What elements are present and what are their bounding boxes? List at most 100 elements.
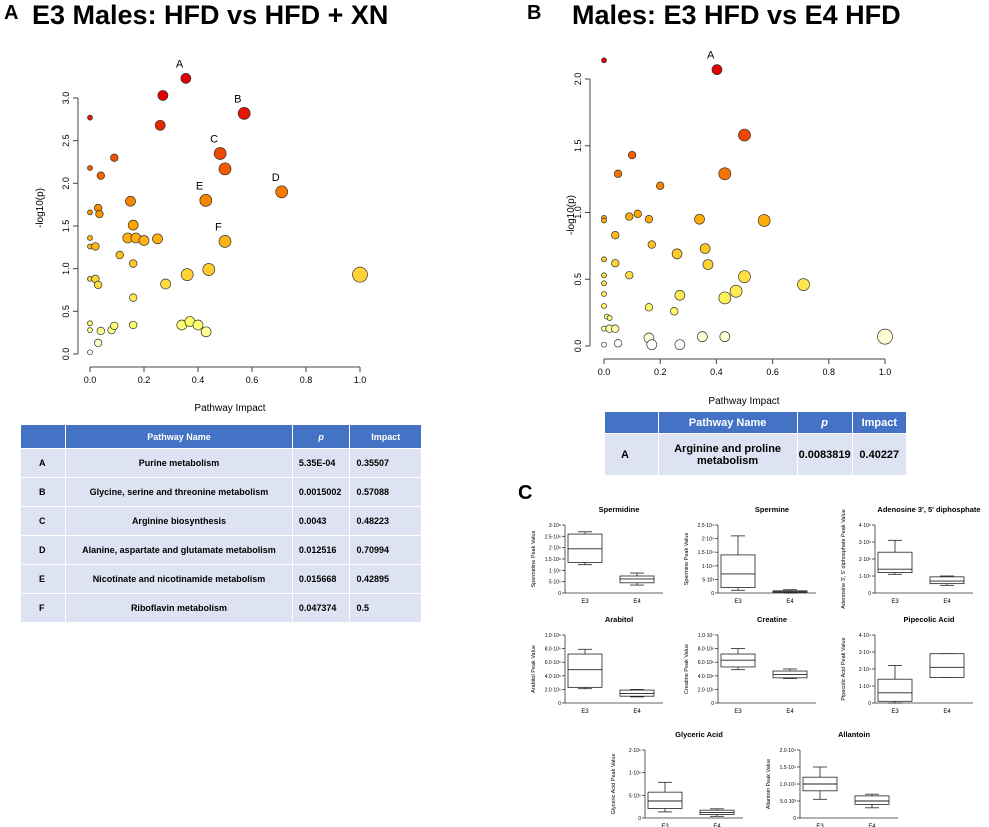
y-tick-label: 6.0·10⁵: [545, 660, 561, 666]
data-point: [91, 242, 100, 251]
y-tick-label: 2·10⁴: [702, 537, 714, 543]
x-category-label: E4: [868, 824, 876, 827]
row-p: 5.35E-04: [291, 448, 351, 478]
x-tick-label: 0.8: [300, 375, 313, 385]
data-point: [644, 303, 654, 312]
data-point: [110, 153, 119, 162]
panel-c-letter: C: [518, 482, 533, 504]
data-point: [275, 185, 289, 199]
x-category-label: E3: [734, 599, 742, 605]
table-row: F Riboflavin metabolism 0.047374 0.5: [19, 593, 422, 623]
data-point: [613, 339, 623, 348]
data-point: [611, 324, 620, 333]
data-point: [644, 215, 654, 224]
y-axis-label: Spermidine Peak Value: [531, 530, 537, 587]
data-point: [674, 339, 686, 351]
data-point: [699, 243, 711, 254]
x-tick-label: 0.8: [823, 367, 836, 377]
y-tick-label: 3.0: [61, 92, 71, 105]
x-category-label: E4: [633, 709, 641, 715]
y-tick-label: 2.0: [573, 73, 583, 86]
y-tick-label: 5·10⁵: [629, 793, 641, 799]
x-category-label: E4: [713, 824, 721, 827]
x-tick-label: 0.2: [654, 367, 667, 377]
data-point: [633, 209, 642, 218]
row-id: B: [19, 477, 67, 507]
data-point: [87, 114, 93, 121]
y-tick-label: 1.0·10⁶: [545, 633, 561, 639]
boxplot-title: Spermidine: [599, 505, 640, 514]
data-point: [95, 209, 104, 219]
y-axis-label: Spermine Peak Value: [684, 533, 690, 586]
row-pathway: Arginine biosynthesis: [65, 506, 293, 536]
box: [720, 554, 756, 588]
boxplot-title: Creatine: [757, 615, 787, 624]
point-label: A: [707, 50, 715, 62]
y-tick-label: 1·10⁴: [859, 684, 871, 690]
row-impact: 0.57088: [349, 477, 422, 507]
y-axis-label: -log10(p): [35, 188, 46, 228]
y-tick-label: 2.5·10⁴: [698, 523, 714, 529]
data-point: [646, 339, 658, 351]
boxplot-creatine: Creatine 1.0·10⁷ 8.0·10⁶ 6.0·10⁶ 4.0·10⁶ 2.0·…: [684, 615, 816, 715]
data-point: [625, 212, 634, 221]
panel-b-letter: B: [527, 2, 542, 24]
y-tick-label: 0.5: [61, 305, 71, 318]
row-p: 0.0083819: [796, 433, 853, 476]
table-row: A Purine metabolism 5.35E-04 0.35507: [19, 448, 422, 478]
table-header-pathway: Pathway Name: [65, 424, 293, 449]
x-tick-label: 0.0: [84, 375, 97, 385]
data-point: [601, 303, 607, 309]
data-point: [606, 315, 613, 321]
x-tick-label: 1.0: [879, 367, 892, 377]
data-point: [87, 235, 93, 241]
data-point: [877, 328, 893, 345]
y-tick-label: 0: [711, 591, 714, 597]
row-impact: 0.35507: [349, 448, 422, 478]
boxplot-adenosine-3-5-diphosphate: Adenosine 3', 5' diphosphate 4·10⁵ 3·10⁵ 2·…: [841, 505, 981, 609]
y-tick-label: 4.0·10⁶: [698, 674, 714, 680]
data-point: [718, 291, 732, 305]
y-tick-label: 0.5: [573, 273, 583, 286]
y-tick-label: 1·10⁴: [702, 564, 714, 570]
y-tick-label: 3·10⁴: [859, 650, 871, 656]
x-category-label: E3: [734, 709, 742, 715]
y-tick-label: 2·10⁵: [859, 557, 871, 563]
data-point: [129, 320, 138, 330]
data-point: [656, 181, 665, 190]
data-point: [601, 57, 607, 64]
x-tick-label: 0.0: [598, 367, 611, 377]
y-tick-label: 3·10⁵: [859, 540, 871, 546]
data-point: [96, 171, 105, 180]
y-tick-label: 1.0·10⁴: [780, 782, 796, 788]
y-tick-label: 0.0: [573, 340, 583, 353]
row-p: 0.012516: [291, 535, 351, 565]
boxplot-title: Spermine: [755, 505, 789, 514]
y-tick-label: 3·10⁶: [549, 523, 561, 529]
data-point: [757, 214, 771, 227]
y-tick-label: 4·10⁵: [859, 523, 871, 529]
row-id: A: [604, 433, 659, 476]
y-tick-label: 1.5: [61, 220, 71, 233]
data-point: [96, 326, 105, 336]
data-point: [87, 327, 93, 333]
x-category-label: E4: [786, 599, 794, 605]
x-tick-label: 0.6: [766, 367, 779, 377]
x-tick-label: 0.4: [710, 367, 723, 377]
row-id: E: [19, 564, 67, 594]
data-point: [160, 278, 171, 290]
x-category-label: E4: [943, 709, 951, 715]
point-label: F: [215, 221, 222, 233]
data-point: [93, 338, 103, 348]
row-p: 0.0015002: [291, 477, 351, 507]
y-tick-label: 2.0: [61, 177, 71, 190]
y-tick-label: 1·10⁵: [859, 574, 871, 580]
y-tick-label: 0: [638, 816, 641, 822]
table-header-id: [604, 411, 659, 434]
box: [929, 653, 965, 678]
y-tick-label: 4.0·10⁵: [545, 674, 561, 680]
y-axis-label: -log10(p): [566, 195, 577, 235]
panel-a-pathway-table: Pathway Name p Impact A Purine metabolis…: [19, 424, 422, 623]
x-category-label: E3: [891, 709, 899, 715]
data-point: [625, 271, 634, 280]
